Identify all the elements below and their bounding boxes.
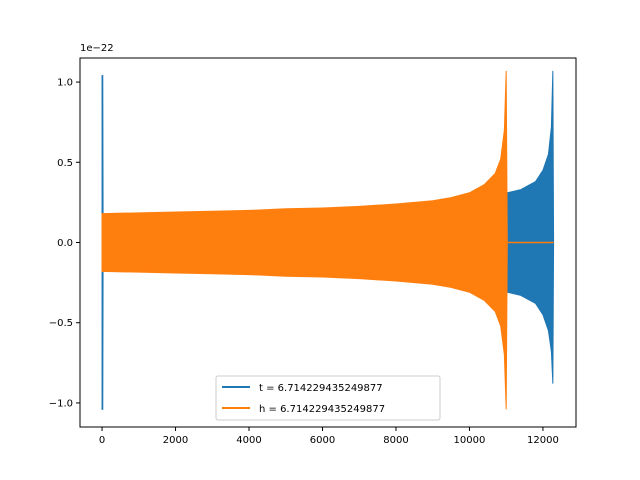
x-tick-label: 4000 bbox=[236, 435, 261, 446]
y-tick-label: 0.5 bbox=[57, 158, 73, 169]
x-tick-label: 10000 bbox=[454, 435, 486, 446]
y-tick-label: 1.0 bbox=[57, 78, 73, 89]
plot-area bbox=[101, 70, 555, 410]
legend: t = 6.714229435249877 h = 6.714229435249… bbox=[215, 375, 441, 421]
y-axis: 1.0 0.5 0.0 −0.5 −1.0 bbox=[49, 78, 80, 409]
y-tick-label: 0.0 bbox=[57, 238, 73, 249]
x-tick-label: 2000 bbox=[163, 435, 188, 446]
legend-box bbox=[215, 375, 441, 421]
y-offset-label: 1e−22 bbox=[80, 43, 114, 54]
y-tick-label: −1.0 bbox=[49, 398, 73, 409]
x-tick-label: 0 bbox=[99, 435, 105, 446]
y-tick-label: −0.5 bbox=[49, 318, 73, 329]
x-axis: 0 2000 4000 6000 8000 10000 12000 bbox=[99, 427, 559, 446]
legend-label-t: t = 6.714229435249877 bbox=[259, 383, 383, 394]
x-tick-label: 12000 bbox=[527, 435, 559, 446]
series-1-band bbox=[101, 70, 508, 410]
legend-label-h: h = 6.714229435249877 bbox=[259, 404, 385, 415]
x-tick-label: 8000 bbox=[383, 435, 408, 446]
x-tick-label: 6000 bbox=[310, 435, 335, 446]
